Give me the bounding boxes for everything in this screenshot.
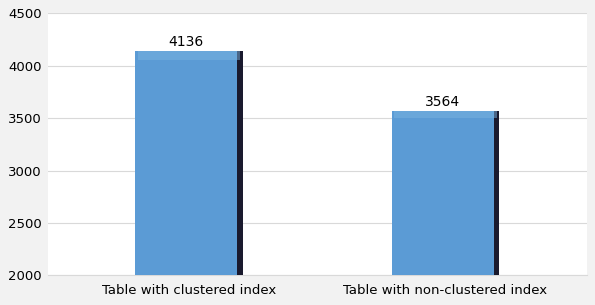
Bar — [392, 111, 499, 275]
Text: 3564: 3564 — [425, 95, 460, 109]
Bar — [394, 111, 497, 118]
Bar — [137, 52, 240, 60]
Bar — [135, 52, 243, 275]
Bar — [237, 52, 243, 275]
Bar — [494, 111, 499, 275]
Text: 4136: 4136 — [168, 35, 203, 49]
